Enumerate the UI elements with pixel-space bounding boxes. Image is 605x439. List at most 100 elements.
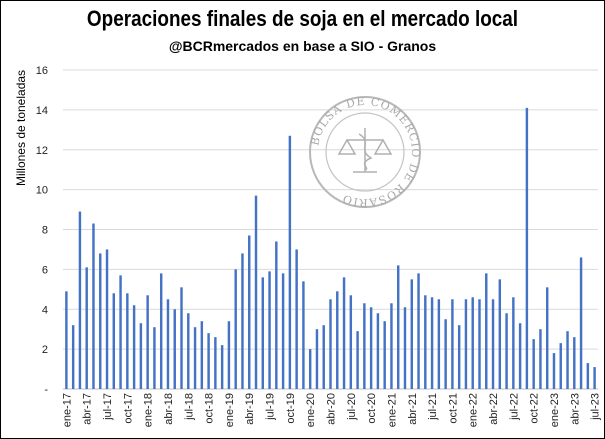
bar-oct-18: [207, 333, 210, 389]
bar-oct-17: [126, 293, 129, 389]
bar-jun-19: [261, 277, 264, 389]
y-tick-label: 16: [36, 65, 48, 77]
bar-jul-18: [187, 313, 190, 389]
bar-may-19: [254, 195, 258, 389]
bar-nov-17: [132, 305, 136, 389]
seal-inner-ring: [325, 112, 405, 192]
bar-dic-22: [545, 287, 549, 389]
y-tick-label: 12: [36, 145, 48, 157]
bar-feb-20: [315, 329, 319, 389]
x-tick-label: ene-18: [143, 393, 155, 427]
bar-oct-20: [369, 307, 373, 389]
bar-jul-20: [349, 295, 353, 389]
bar-may-22: [498, 279, 502, 389]
chart-title: Operaciones finales de soja en el mercad…: [86, 6, 519, 31]
bar-ene-19: [227, 321, 231, 389]
x-tick-label: jul-21: [427, 393, 439, 421]
bar-mar-19: [241, 253, 244, 389]
y-tick-label: 14: [36, 105, 48, 117]
bar-abr-17: [85, 267, 88, 389]
x-tick-label: abr-17: [82, 393, 94, 425]
bar-dic-20: [383, 321, 386, 389]
x-tick-label: ene-23: [549, 393, 561, 427]
x-tick-label: ene-21: [386, 393, 398, 427]
bar-ene-17: [65, 291, 68, 389]
bar-jun-23: [586, 363, 590, 389]
bar-nov-22: [539, 329, 542, 389]
bar-mar-18: [159, 273, 163, 389]
x-tick-label: abr-18: [163, 393, 175, 425]
y-tick-label: 8: [42, 225, 48, 237]
bar-mar-20: [322, 325, 325, 389]
bar-abr-21: [410, 279, 413, 389]
bar-ene-22: [471, 297, 474, 389]
bar-jun-17: [99, 253, 102, 389]
bar-ago-22: [518, 323, 522, 389]
bar-abr-18: [166, 299, 170, 389]
x-tick-label: abr-22: [488, 393, 500, 425]
bar-feb-22: [478, 299, 481, 389]
bar-jul-19: [268, 271, 271, 389]
x-tick-label: abr-23: [569, 393, 581, 425]
bar-abr-19: [248, 235, 251, 389]
bar-dic-21: [464, 299, 468, 389]
bar-mar-23: [566, 331, 569, 389]
x-tick-label: oct-18: [204, 393, 216, 424]
x-tick-label: jul-23: [590, 393, 602, 421]
bar-may-20: [336, 291, 339, 389]
bar-ago-21: [437, 299, 441, 389]
bar-sep-18: [200, 321, 204, 389]
x-tick-label: abr-20: [326, 393, 338, 425]
seal-outer-ring: [309, 96, 421, 208]
bar-feb-21: [397, 265, 400, 389]
x-tick-label: jul-20: [346, 393, 358, 421]
bar-sep-17: [119, 275, 122, 389]
x-tick-label: oct-21: [447, 393, 459, 424]
bar-jun-20: [342, 277, 346, 389]
bar-ene-23: [552, 353, 556, 389]
bar-may-21: [417, 273, 420, 389]
x-tick-label: jul-22: [508, 393, 520, 421]
bar-feb-18: [153, 327, 156, 389]
bar-ago-18: [193, 327, 197, 389]
bar-jun-21: [424, 295, 427, 389]
bar-dic-17: [139, 323, 143, 389]
bar-abr-23: [573, 337, 576, 389]
scales-of-justice-icon: [337, 128, 393, 173]
bolsa-de-comercio-seal-watermark: BOLSA DE COMERCIO DE ROSARIO: [308, 95, 421, 209]
x-tick-label: ene-17: [61, 393, 73, 427]
y-axis-label: Millones de toneladas: [14, 70, 28, 186]
bar-sep-21: [444, 319, 447, 389]
bar-jul-17: [105, 249, 109, 389]
bar-sep-22: [525, 107, 529, 389]
bar-jul-23: [593, 367, 596, 389]
bar-jul-21: [430, 297, 434, 389]
x-tick-label: oct-17: [122, 393, 134, 424]
bar-may-18: [173, 309, 176, 389]
bar-may-17: [92, 223, 95, 389]
bar-mar-22: [485, 273, 488, 389]
bar-jul-22: [512, 297, 515, 389]
x-tick-label: abr-21: [407, 393, 419, 425]
x-tick-label: oct-22: [529, 393, 541, 424]
y-axis-ticks: - 2 4 6 8 10 12 14 16: [36, 65, 49, 396]
bar-feb-23: [559, 343, 562, 389]
bar-feb-19: [234, 269, 237, 390]
bar-may-23: [579, 257, 583, 389]
bar-mar-21: [403, 307, 407, 389]
bar-nov-20: [376, 313, 380, 389]
y-tick-label: 6: [42, 264, 48, 276]
chart-subtitle: @BCRmercados en base a SIO - Granos: [168, 38, 437, 54]
bar-dic-19: [302, 281, 305, 389]
y-tick-label: 4: [42, 304, 48, 316]
bar-ene-21: [390, 303, 393, 389]
bar-sep-20: [363, 303, 366, 389]
x-tick-label: oct-19: [285, 393, 297, 424]
x-tick-label: ene-20: [305, 393, 317, 427]
bar-jun-18: [180, 287, 183, 389]
x-tick-label: jul-19: [265, 393, 277, 421]
bar-feb-17: [71, 325, 75, 389]
bar-oct-21: [451, 299, 454, 389]
bar-mar-17: [78, 211, 82, 389]
